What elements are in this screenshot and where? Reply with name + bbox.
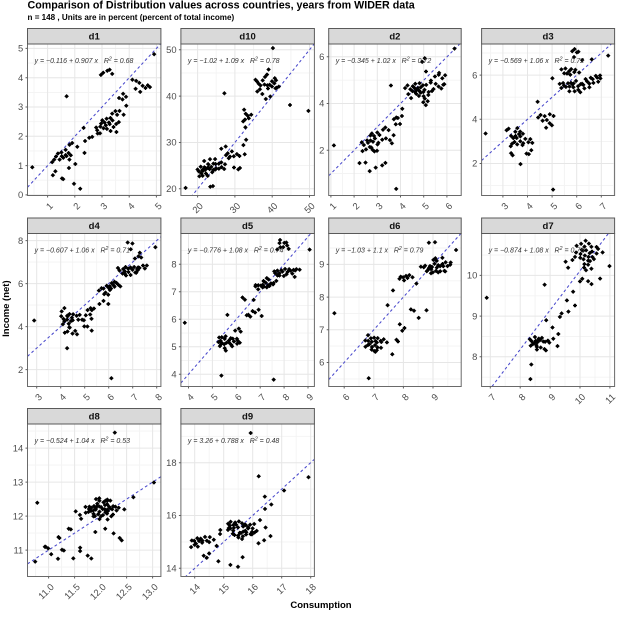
svg-text:y = −1.02 + 1.09 x R2 = 0.78: y = −1.02 + 1.09 x R2 = 0.78 (187, 57, 280, 66)
svg-text:4: 4 (125, 200, 136, 211)
svg-text:Consumption: Consumption (290, 600, 351, 611)
svg-text:6: 6 (171, 314, 176, 325)
svg-text:d1: d1 (89, 32, 101, 43)
svg-text:7: 7 (129, 391, 140, 402)
svg-text:y = −1.03 + 1.1 x R2 = 0.79: y = −1.03 + 1.1 x R2 = 0.79 (335, 246, 424, 255)
svg-text:d9: d9 (242, 412, 253, 423)
svg-text:20: 20 (166, 183, 176, 194)
svg-text:9: 9 (546, 391, 557, 402)
svg-text:6: 6 (443, 200, 454, 211)
svg-text:7: 7 (171, 286, 176, 297)
svg-text:Comparison of Distribution val: Comparison of Distribution values across… (28, 0, 416, 12)
svg-text:d6: d6 (389, 221, 400, 232)
svg-text:5: 5 (548, 200, 559, 211)
svg-text:2: 2 (71, 200, 82, 211)
svg-text:y = −0.874 + 1.08 x R2 = 0.7: y = −0.874 + 1.08 x R2 = 0.76 (488, 246, 585, 255)
svg-text:6: 6 (573, 200, 584, 211)
svg-text:n = 148 , Units are in percent: n = 148 , Units are in percent (percent … (28, 13, 235, 22)
svg-text:0: 0 (18, 189, 23, 200)
svg-text:12: 12 (13, 510, 23, 521)
svg-text:2: 2 (472, 158, 477, 169)
svg-text:8: 8 (280, 391, 291, 402)
svg-text:5: 5 (152, 200, 163, 211)
svg-text:8: 8 (399, 391, 410, 402)
svg-text:8: 8 (319, 291, 324, 302)
svg-text:d4: d4 (89, 221, 101, 232)
svg-text:Income (net): Income (net) (1, 280, 12, 336)
svg-text:9: 9 (472, 310, 477, 321)
svg-text:3: 3 (373, 200, 384, 211)
svg-text:6: 6 (232, 391, 243, 402)
svg-text:14: 14 (166, 563, 176, 574)
svg-text:y = −0.345 + 1.02 x R2 = 0.7: y = −0.345 + 1.02 x R2 = 0.72 (335, 57, 432, 66)
svg-text:8: 8 (516, 391, 527, 402)
svg-text:7: 7 (256, 391, 267, 402)
svg-text:9: 9 (304, 391, 315, 402)
svg-text:2: 2 (350, 200, 361, 211)
svg-text:6: 6 (319, 51, 324, 62)
svg-text:6: 6 (472, 69, 477, 80)
svg-text:d5: d5 (242, 221, 254, 232)
svg-text:4: 4 (523, 200, 534, 211)
svg-text:6: 6 (319, 357, 324, 368)
svg-text:5: 5 (208, 391, 219, 402)
svg-text:4: 4 (319, 98, 324, 109)
svg-text:6: 6 (105, 391, 116, 402)
svg-text:7: 7 (319, 324, 324, 335)
svg-text:d2: d2 (389, 32, 400, 43)
svg-text:4: 4 (57, 391, 68, 402)
svg-text:5: 5 (18, 43, 23, 54)
svg-text:14: 14 (13, 442, 23, 453)
svg-text:50: 50 (166, 44, 176, 55)
svg-text:7: 7 (486, 391, 497, 402)
svg-text:2: 2 (18, 131, 23, 142)
svg-text:8: 8 (18, 235, 23, 246)
svg-text:4: 4 (18, 72, 23, 83)
svg-text:7: 7 (597, 200, 608, 211)
svg-text:13: 13 (13, 476, 23, 487)
svg-text:1: 1 (18, 160, 23, 171)
svg-text:y = −0.569 + 1.06 x R2 = 0.7: y = −0.569 + 1.06 x R2 = 0.72 (488, 57, 585, 66)
svg-text:5: 5 (81, 391, 92, 402)
svg-text:3: 3 (98, 200, 109, 211)
svg-text:6: 6 (340, 391, 351, 402)
svg-text:40: 40 (166, 90, 176, 101)
svg-text:y = −0.776 + 1.08 x R2 = 0.7: y = −0.776 + 1.08 x R2 = 0.74 (187, 246, 284, 255)
svg-text:7: 7 (370, 391, 381, 402)
svg-text:d7: d7 (543, 221, 554, 232)
svg-text:4: 4 (396, 200, 407, 211)
svg-text:d8: d8 (89, 412, 100, 423)
svg-text:9: 9 (319, 259, 324, 270)
svg-text:2: 2 (18, 364, 23, 375)
svg-text:10: 10 (467, 270, 477, 281)
svg-text:16: 16 (166, 510, 176, 521)
svg-text:3: 3 (33, 391, 44, 402)
svg-text:18: 18 (166, 457, 176, 468)
svg-text:1: 1 (327, 200, 338, 211)
svg-text:1: 1 (44, 200, 55, 211)
svg-text:8: 8 (171, 259, 176, 270)
svg-text:9: 9 (429, 391, 440, 402)
svg-text:30: 30 (166, 137, 176, 148)
svg-text:y = −0.116 + 0.907 x R2 = 0.: y = −0.116 + 0.907 x R2 = 0.68 (34, 57, 134, 66)
svg-text:d10: d10 (239, 32, 255, 43)
svg-text:8: 8 (153, 391, 164, 402)
svg-text:3: 3 (18, 101, 23, 112)
svg-text:y = 3.26 + 0.788 x R2 = 0.48: y = 3.26 + 0.788 x R2 = 0.48 (187, 437, 280, 446)
svg-text:4: 4 (184, 391, 195, 402)
svg-text:11: 11 (13, 544, 23, 555)
svg-text:4: 4 (171, 369, 176, 380)
svg-text:8: 8 (472, 351, 477, 362)
svg-text:6: 6 (18, 278, 23, 289)
svg-text:4: 4 (472, 114, 477, 125)
svg-text:4: 4 (18, 321, 23, 332)
svg-text:y = −0.607 + 1.06 x R2 = 0.7: y = −0.607 + 1.06 x R2 = 0.71 (34, 246, 131, 255)
svg-text:5: 5 (171, 341, 176, 352)
svg-text:y = −0.524 + 1.04 x R2 = 0.5: y = −0.524 + 1.04 x R2 = 0.53 (34, 437, 131, 446)
svg-text:3: 3 (499, 200, 510, 211)
svg-text:d3: d3 (543, 32, 554, 43)
svg-text:2: 2 (319, 144, 324, 155)
svg-text:5: 5 (420, 200, 431, 211)
